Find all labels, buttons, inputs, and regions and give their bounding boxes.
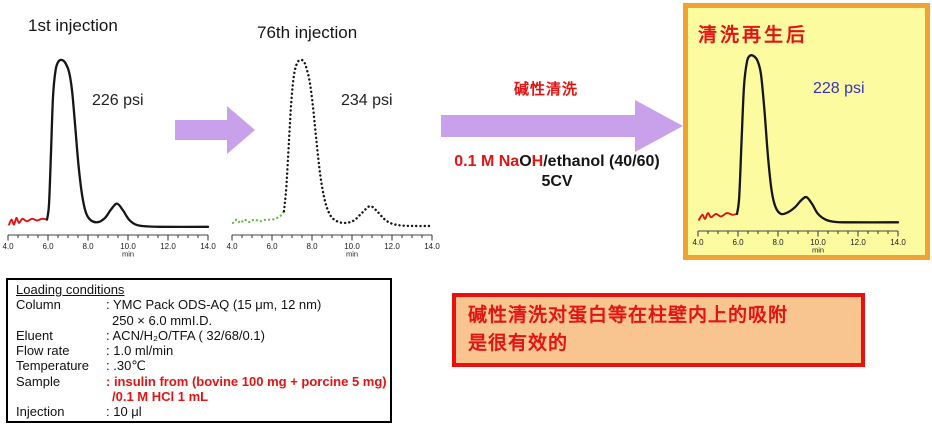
svg-text:min: min	[346, 250, 358, 259]
svg-text:4.0: 4.0	[2, 242, 14, 251]
svg-text:8.0: 8.0	[306, 242, 318, 251]
condition-row-temperature: Temperature : .30℃	[16, 358, 146, 374]
condition-row-injection: Injection : 10 μl	[16, 404, 142, 420]
right-arrow-icon	[441, 100, 683, 152]
svg-text:14.0: 14.0	[424, 242, 440, 251]
svg-text:6.0: 6.0	[266, 242, 278, 251]
chromatogram-2-plot: 4.0 6.0 8.0 10.0 12.0 14.0 min	[226, 58, 440, 259]
chromatogram-3-plot: 4.0 6.0 8.0 10.0 12.0 14.0 min	[692, 54, 906, 255]
svg-text:4.0: 4.0	[692, 238, 704, 247]
svg-text:min: min	[122, 250, 134, 259]
svg-text:10.0: 10.0	[344, 242, 360, 251]
svg-text:10.0: 10.0	[120, 242, 136, 251]
loading-conditions-box: Loading conditions Column : YMC Pack ODS…	[6, 278, 392, 423]
condition-row-sample-solvent: /0.1 M HCl 1 mL	[112, 389, 209, 405]
reagent-text: 0.1 M NaOH/ethanol (40/60) 5CV	[434, 152, 680, 192]
chromatogram-2-title: 76th injection	[257, 23, 358, 42]
chromatogram-1-title: 1st injection	[28, 16, 118, 35]
reagent-line: 0.1 M NaOH/ethanol (40/60)	[454, 153, 660, 170]
svg-text:8.0: 8.0	[772, 238, 784, 247]
condition-row-flow-rate: Flow rate : 1.0 ml/min	[16, 343, 174, 359]
svg-text:14.0: 14.0	[890, 238, 906, 247]
svg-text:10.0: 10.0	[810, 238, 826, 247]
condition-row-column-dims: 250 × 6.0 mmI.D.	[112, 312, 213, 328]
regenerated-title: 清洗再生后	[698, 25, 809, 46]
right-arrow-icon	[175, 106, 255, 154]
loading-conditions-title: Loading conditions	[16, 282, 125, 297]
conclusion-line-2: 是很有效的	[468, 333, 569, 354]
svg-text:12.0: 12.0	[850, 238, 866, 247]
condition-row-eluent: Eluent : ACN/H₂O/TFA ( 32/68/0.1)	[16, 327, 265, 343]
alkaline-cleaning-label: 碱性清洗	[513, 82, 578, 98]
svg-text:12.0: 12.0	[384, 242, 400, 251]
condition-row-sample: Sample : insulin from (bovine 100 mg + p…	[16, 373, 387, 389]
svg-text:4.0: 4.0	[226, 242, 238, 251]
svg-text:14.0: 14.0	[200, 242, 216, 251]
conclusion-box: 碱性清洗对蛋白等在柱壁内上的吸附 是很有效的	[452, 293, 865, 367]
conclusion-line-1: 碱性清洗对蛋白等在柱壁内上的吸附	[468, 305, 789, 326]
svg-text:8.0: 8.0	[82, 242, 94, 251]
regenerated-panel: 清洗再生后 228 psi 4.0 6.0 8.0 10.0 12.0 14.0 min	[683, 3, 930, 260]
svg-text:6.0: 6.0	[42, 242, 54, 251]
chromatogram-1-plot: 4.0 6.0 8.0 10.0 12.0 14.0 min	[2, 58, 216, 259]
svg-text:6.0: 6.0	[732, 238, 744, 247]
chromatogram-2-pressure: 234 psi	[341, 92, 393, 109]
chromatogram-1-pressure: 226 psi	[92, 92, 144, 109]
condition-row-column: Column : YMC Pack ODS-AQ (15 μm, 12 nm)	[16, 297, 322, 313]
svg-text:12.0: 12.0	[160, 242, 176, 251]
chromatogram-3-pressure: 228 psi	[813, 80, 865, 97]
svg-text:min: min	[812, 246, 824, 255]
reagent-cycles: 5CV	[541, 173, 573, 190]
